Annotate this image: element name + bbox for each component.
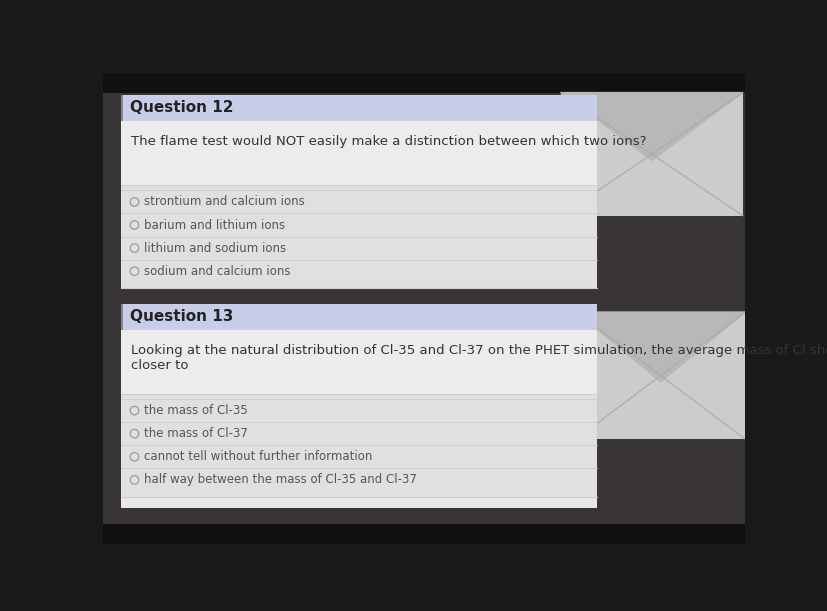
Text: barium and lithium ions: barium and lithium ions <box>144 219 284 232</box>
Bar <box>576 312 744 439</box>
Polygon shape <box>576 312 744 382</box>
Text: half way between the mass of Cl-35 and Cl-37: half way between the mass of Cl-35 and C… <box>144 474 416 486</box>
Bar <box>121 185 596 288</box>
Bar <box>121 304 596 330</box>
Text: the mass of Cl-35: the mass of Cl-35 <box>144 404 247 417</box>
Bar <box>121 497 596 508</box>
Bar <box>121 393 596 497</box>
Bar <box>103 524 744 544</box>
Polygon shape <box>560 93 742 160</box>
Text: The flame test would NOT easily make a distinction between which two ions?: The flame test would NOT easily make a d… <box>131 135 646 148</box>
Text: sodium and calcium ions: sodium and calcium ions <box>144 265 290 278</box>
Text: cannot tell without further information: cannot tell without further information <box>144 450 371 463</box>
Text: lithium and sodium ions: lithium and sodium ions <box>144 241 285 255</box>
Bar <box>121 330 596 393</box>
Text: closer to: closer to <box>131 359 189 372</box>
Text: the mass of Cl-37: the mass of Cl-37 <box>144 427 247 440</box>
Bar <box>103 73 744 93</box>
Text: strontium and calcium ions: strontium and calcium ions <box>144 196 304 208</box>
Text: Looking at the natural distribution of Cl-35 and Cl-37 on the PHET simulation, t: Looking at the natural distribution of C… <box>131 343 827 357</box>
Bar <box>121 304 122 330</box>
Bar <box>121 121 596 185</box>
Bar <box>560 93 742 216</box>
Bar <box>121 95 596 121</box>
Text: Question 12: Question 12 <box>130 100 233 115</box>
Text: Question 13: Question 13 <box>130 309 233 324</box>
Bar <box>121 95 122 121</box>
